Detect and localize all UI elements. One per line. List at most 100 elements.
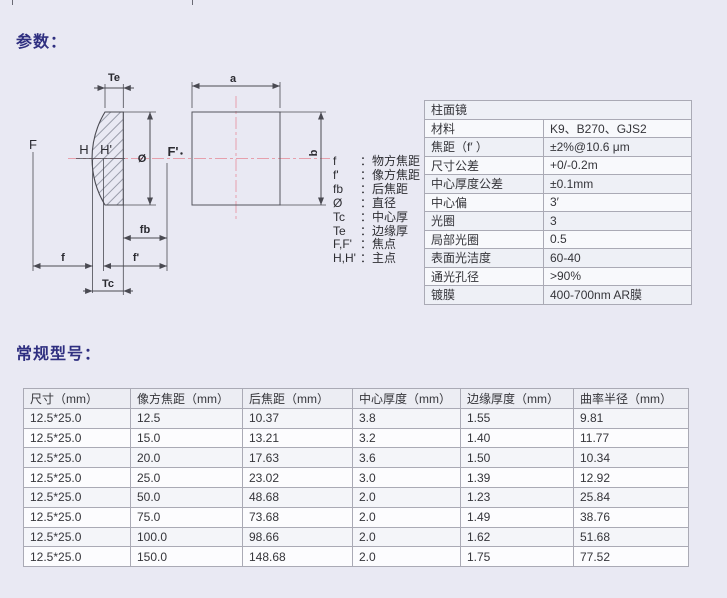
label-dot bbox=[180, 152, 183, 155]
spec-name-cell: 通光孔径 bbox=[424, 266, 544, 286]
models-header-row: 尺寸（mm） 像方焦距（mm） 后焦距（mm） 中心厚度（mm） 边缘厚度（mm… bbox=[23, 388, 689, 409]
cell: 3.2 bbox=[352, 427, 461, 449]
table-row: 12.5*25.0 100.0 98.66 2.0 1.62 51.68 bbox=[23, 526, 689, 548]
spec-title-row: 柱面镜 bbox=[423, 100, 693, 120]
cell: 148.68 bbox=[242, 546, 353, 568]
cell: 17.63 bbox=[242, 447, 353, 469]
dimension-lines bbox=[33, 83, 324, 294]
cell: 9.81 bbox=[573, 407, 689, 429]
spec-row: 通光孔径 >90% bbox=[424, 266, 693, 286]
cell: 3.8 bbox=[352, 407, 461, 429]
cell: 1.62 bbox=[460, 526, 574, 548]
cell: 1.50 bbox=[460, 447, 574, 469]
spec-value-cell: +0/-0.2m bbox=[542, 155, 693, 175]
dim-label-f-prime: f' bbox=[133, 252, 140, 264]
legend-item: f' ：像方焦距 bbox=[333, 167, 421, 183]
cell: 12.92 bbox=[573, 467, 689, 488]
column-header: 曲率半径（mm） bbox=[573, 388, 689, 409]
table-row: 12.5*25.0 15.0 13.21 3.2 1.40 11.77 bbox=[23, 427, 689, 449]
point-label-F-prime: F' bbox=[167, 144, 178, 159]
legend-item: Tc ：中心厚 bbox=[333, 209, 420, 225]
legend-desc: ：中心厚 bbox=[360, 209, 409, 224]
models-table: 尺寸（mm） 像方焦距（mm） 后焦距（mm） 中心厚度（mm） 边缘厚度（mm… bbox=[23, 388, 689, 568]
table-row: 12.5*25.0 50.0 48.68 2.0 1.23 25.84 bbox=[23, 486, 689, 508]
lens-front-view bbox=[191, 111, 281, 206]
spec-table: 柱面镜 材料 K9、B270、GJS2 焦距（f′ ） ±2%@10.6 μm 尺寸… bbox=[423, 100, 693, 305]
dim-label-diameter: Ø bbox=[138, 153, 147, 165]
spec-row: 材料 K9、B270、GJS2 bbox=[424, 118, 693, 138]
cell: 10.37 bbox=[242, 407, 353, 429]
spec-name-cell: 镀膜 bbox=[424, 285, 544, 305]
spec-name-cell: 中心厚度公差 bbox=[424, 174, 544, 194]
cell: 98.66 bbox=[242, 526, 353, 548]
cell: 25.0 bbox=[130, 467, 243, 488]
spec-value-cell: ±2%@10.6 μm bbox=[542, 137, 693, 157]
table-row: 12.5*25.0 12.5 10.37 3.8 1.55 9.81 bbox=[23, 407, 689, 429]
cell: 2.0 bbox=[352, 486, 461, 508]
table-row: 12.5*25.0 150.0 148.68 2.0 1.75 77.52 bbox=[23, 546, 689, 568]
legend-desc: ：主点 bbox=[360, 251, 397, 266]
lens-diagram: Te Tc fb f f' Ø F H H' F' a b bbox=[29, 72, 330, 295]
cell: 2.0 bbox=[352, 546, 461, 568]
spec-row: 焦距（f′ ） ±2%@10.6 μm bbox=[424, 137, 693, 157]
dim-label-te: Te bbox=[108, 72, 120, 84]
cell: 25.84 bbox=[573, 486, 689, 508]
models-heading: 常规型号： bbox=[16, 346, 102, 363]
legend-symbol: F,F' bbox=[333, 237, 352, 252]
legend-symbol: Te bbox=[333, 223, 346, 238]
spec-row: 中心偏 3′ bbox=[424, 192, 693, 212]
spec-row: 镀膜 400-700nm AR膜 bbox=[424, 285, 693, 305]
spec-row: 表面光洁度 60-40 bbox=[424, 248, 693, 268]
cell: 15.0 bbox=[130, 427, 243, 449]
cell: 12.5*25.0 bbox=[23, 407, 131, 429]
cell: 1.55 bbox=[460, 407, 574, 429]
spec-name-cell: 材料 bbox=[424, 118, 544, 138]
legend-symbol: fb bbox=[333, 181, 344, 196]
spec-row: 中心厚度公差 ±0.1mm bbox=[424, 174, 693, 194]
cell: 50.0 bbox=[130, 486, 243, 508]
legend-desc: ：像方焦距 bbox=[360, 167, 421, 182]
cell: 100.0 bbox=[130, 526, 243, 548]
spec-value-cell: >90% bbox=[542, 266, 693, 286]
column-header: 像方焦距（mm） bbox=[130, 388, 243, 409]
cell: 12.5*25.0 bbox=[23, 447, 131, 469]
spec-table-title: 柱面镜 bbox=[423, 100, 693, 120]
column-header: 尺寸（mm） bbox=[23, 388, 131, 409]
dim-label-fb: fb bbox=[140, 224, 151, 236]
cell: 73.68 bbox=[242, 506, 353, 528]
cell: 38.76 bbox=[573, 506, 689, 528]
cell: 12.5*25.0 bbox=[23, 506, 131, 528]
spec-name-cell: 局部光圈 bbox=[424, 229, 544, 249]
cell: 20.0 bbox=[130, 447, 243, 469]
point-label-F: F bbox=[29, 137, 37, 152]
table-row: 12.5*25.0 25.0 23.02 3.0 1.39 12.92 bbox=[23, 467, 689, 488]
params-heading: 参数： bbox=[16, 34, 68, 51]
legend-symbol: f bbox=[333, 154, 337, 168]
legend-desc: ：物方焦距 bbox=[360, 154, 421, 168]
spec-value-cell: 0.5 bbox=[542, 229, 693, 249]
cell: 3.6 bbox=[352, 447, 461, 469]
cell: 77.52 bbox=[573, 546, 689, 568]
legend-item: f ：物方焦距 bbox=[333, 154, 421, 169]
cell: 3.0 bbox=[352, 467, 461, 488]
cell: 2.0 bbox=[352, 526, 461, 548]
cell: 12.5*25.0 bbox=[23, 526, 131, 548]
point-label-H: H bbox=[79, 142, 88, 157]
cell: 10.34 bbox=[573, 447, 689, 469]
dim-label-tc: Tc bbox=[102, 278, 114, 290]
spec-name-cell: 光圈 bbox=[424, 211, 544, 231]
legend-item: Ø ：直径 bbox=[333, 196, 420, 211]
spec-value-cell: 3 bbox=[542, 211, 693, 231]
legend-symbol: f' bbox=[333, 167, 339, 182]
spec-name-cell: 中心偏 bbox=[424, 192, 544, 212]
spec-value-cell: 400-700nm AR膜 bbox=[542, 285, 693, 305]
spec-row: 光圈 3 bbox=[424, 211, 693, 231]
table-row: 12.5*25.0 20.0 17.63 3.6 1.50 10.34 bbox=[23, 447, 689, 469]
cell: 150.0 bbox=[130, 546, 243, 568]
legend-desc: ：后焦距 bbox=[360, 181, 409, 196]
cell: 12.5 bbox=[130, 407, 243, 429]
cell: 51.68 bbox=[573, 526, 689, 548]
cell: 1.39 bbox=[460, 467, 574, 488]
cell: 23.02 bbox=[242, 467, 353, 488]
